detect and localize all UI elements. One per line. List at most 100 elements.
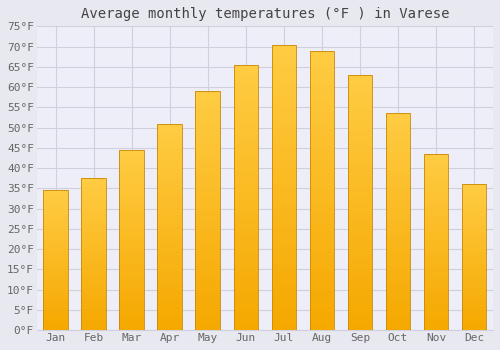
Bar — [196, 148, 220, 153]
Bar — [120, 211, 144, 215]
Bar — [272, 68, 296, 73]
Bar — [82, 279, 106, 282]
Bar — [196, 268, 220, 273]
Bar — [44, 207, 68, 210]
Bar — [272, 233, 296, 239]
Bar — [158, 252, 182, 256]
Bar — [196, 292, 220, 297]
Bar — [44, 218, 68, 221]
Bar — [82, 206, 106, 209]
Bar — [234, 208, 258, 214]
Bar — [386, 300, 410, 304]
Bar — [462, 301, 486, 304]
Bar — [44, 300, 68, 302]
Bar — [120, 280, 144, 284]
Bar — [462, 199, 486, 202]
Bar — [196, 321, 220, 326]
Bar — [272, 96, 296, 101]
Bar — [158, 318, 182, 322]
Bar — [348, 300, 372, 305]
Bar — [234, 75, 258, 81]
Bar — [462, 284, 486, 287]
Bar — [272, 142, 296, 147]
Bar — [44, 311, 68, 314]
Bar — [82, 187, 106, 190]
Bar — [272, 90, 296, 96]
Bar — [120, 222, 144, 226]
Bar — [234, 182, 258, 187]
Bar — [196, 230, 220, 235]
Bar — [386, 209, 410, 213]
Bar — [462, 307, 486, 310]
Bar — [82, 318, 106, 321]
Bar — [158, 144, 182, 148]
Bar — [234, 176, 258, 182]
Bar — [424, 193, 448, 196]
Bar — [348, 259, 372, 264]
Bar — [386, 113, 410, 118]
Bar — [272, 44, 296, 330]
Bar — [424, 327, 448, 330]
Bar — [386, 204, 410, 209]
Bar — [44, 199, 68, 202]
Bar — [196, 225, 220, 230]
Bar — [310, 78, 334, 84]
Bar — [120, 312, 144, 316]
Bar — [310, 168, 334, 174]
Bar — [82, 315, 106, 318]
Bar — [386, 191, 410, 196]
Bar — [310, 190, 334, 196]
Bar — [424, 232, 448, 235]
Bar — [44, 230, 68, 232]
Bar — [196, 110, 220, 115]
Bar — [196, 211, 220, 216]
Bar — [272, 187, 296, 193]
Bar — [386, 161, 410, 166]
Bar — [234, 245, 258, 251]
Bar — [158, 210, 182, 215]
Bar — [310, 263, 334, 269]
Bar — [386, 122, 410, 126]
Bar — [120, 157, 144, 161]
Bar — [272, 130, 296, 136]
Bar — [348, 157, 372, 162]
Bar — [348, 121, 372, 126]
Bar — [310, 174, 334, 179]
Bar — [44, 316, 68, 319]
Bar — [310, 297, 334, 302]
Bar — [82, 248, 106, 251]
Bar — [424, 267, 448, 270]
Bar — [386, 131, 410, 135]
Bar — [310, 162, 334, 168]
Bar — [82, 327, 106, 330]
Bar — [424, 224, 448, 228]
Bar — [44, 263, 68, 266]
Bar — [44, 272, 68, 274]
Bar — [386, 248, 410, 252]
Bar — [234, 219, 258, 224]
Bar — [158, 231, 182, 235]
Bar — [424, 189, 448, 193]
Bar — [120, 161, 144, 164]
Bar — [44, 274, 68, 277]
Bar — [234, 118, 258, 123]
Bar — [44, 213, 68, 216]
Bar — [272, 44, 296, 50]
Bar — [44, 190, 68, 330]
Bar — [348, 111, 372, 116]
Bar — [386, 317, 410, 322]
Bar — [462, 263, 486, 266]
Bar — [158, 297, 182, 301]
Bar — [272, 119, 296, 125]
Bar — [196, 144, 220, 148]
Bar — [310, 325, 334, 330]
Bar — [82, 266, 106, 270]
Bar — [158, 148, 182, 153]
Bar — [386, 296, 410, 300]
Bar — [386, 291, 410, 296]
Bar — [82, 294, 106, 297]
Bar — [44, 232, 68, 235]
Bar — [196, 101, 220, 105]
Bar — [234, 277, 258, 282]
Bar — [196, 239, 220, 244]
